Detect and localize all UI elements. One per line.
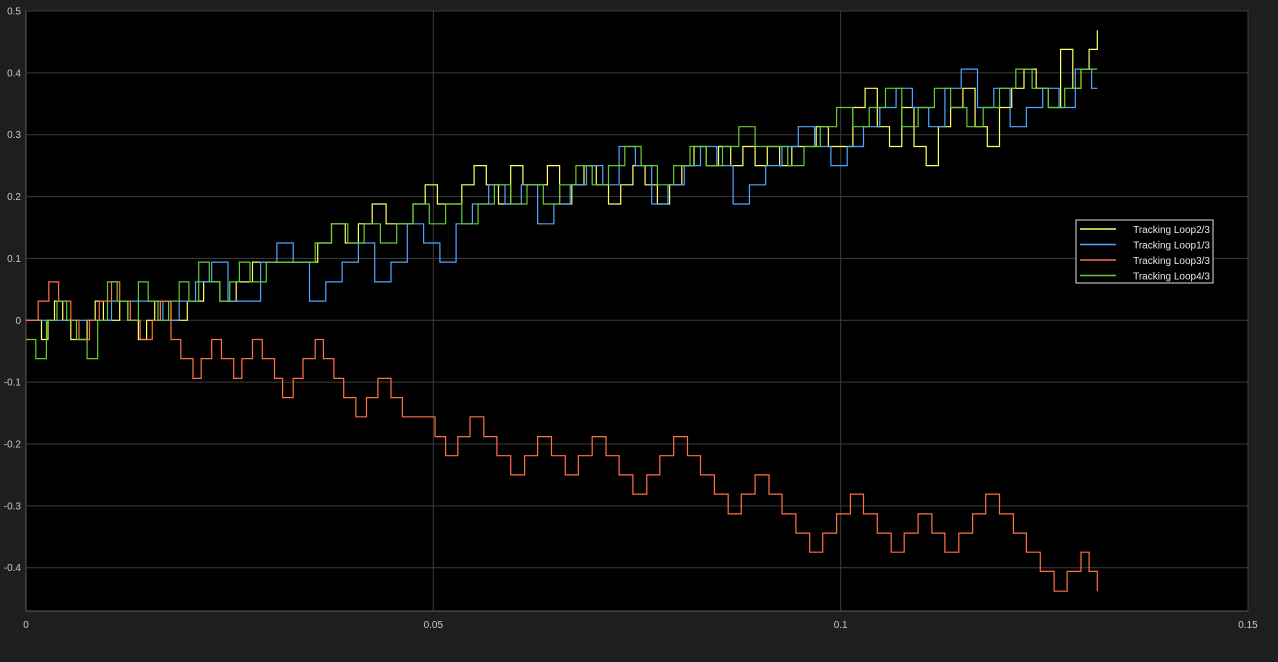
y-tick-label: 0.5 bbox=[7, 7, 21, 18]
x-axis-ticks: 0 0.05 0.1 0.15 bbox=[23, 620, 1258, 631]
y-axis-ticks: 0.5 0.4 0.3 0.2 0.1 0 -0.1 -0.2 -0.3 -0.4 bbox=[4, 7, 22, 575]
x-tick-label: 0.05 bbox=[424, 620, 444, 631]
y-tick-label: 0.2 bbox=[7, 192, 21, 203]
series-line-2 bbox=[26, 68, 1098, 321]
legend-label-4: Tracking Loop4/3 bbox=[1133, 272, 1210, 283]
legend-label-3: Tracking Loop3/3 bbox=[1133, 256, 1210, 267]
series-line-4 bbox=[26, 68, 1098, 360]
plot-area bbox=[25, 10, 1249, 612]
grid-lines bbox=[26, 10, 1249, 611]
legend-label-1: Tracking Loop2/3 bbox=[1133, 225, 1210, 236]
legend-label-2: Tracking Loop1/3 bbox=[1133, 241, 1210, 252]
y-tick-label: 0.4 bbox=[7, 68, 21, 79]
x-tick-label: 0.1 bbox=[834, 620, 848, 631]
legend-box bbox=[1075, 219, 1214, 284]
series-lines bbox=[26, 30, 1098, 592]
y-tick-label: -0.3 bbox=[4, 501, 22, 512]
series-line-3 bbox=[26, 281, 1098, 592]
y-tick-label: -0.4 bbox=[4, 563, 22, 574]
x-tick-label: 0.15 bbox=[1238, 620, 1258, 631]
x-tick-label: 0 bbox=[23, 620, 29, 631]
y-tick-label: -0.2 bbox=[4, 439, 22, 450]
y-tick-label: 0.1 bbox=[7, 254, 21, 265]
y-tick-label: 0.3 bbox=[7, 130, 21, 141]
legend[interactable]: Tracking Loop2/3 Tracking Loop1/3 Tracki… bbox=[1075, 219, 1214, 284]
y-tick-label: 0 bbox=[15, 316, 21, 327]
y-tick-label: -0.1 bbox=[4, 378, 22, 389]
